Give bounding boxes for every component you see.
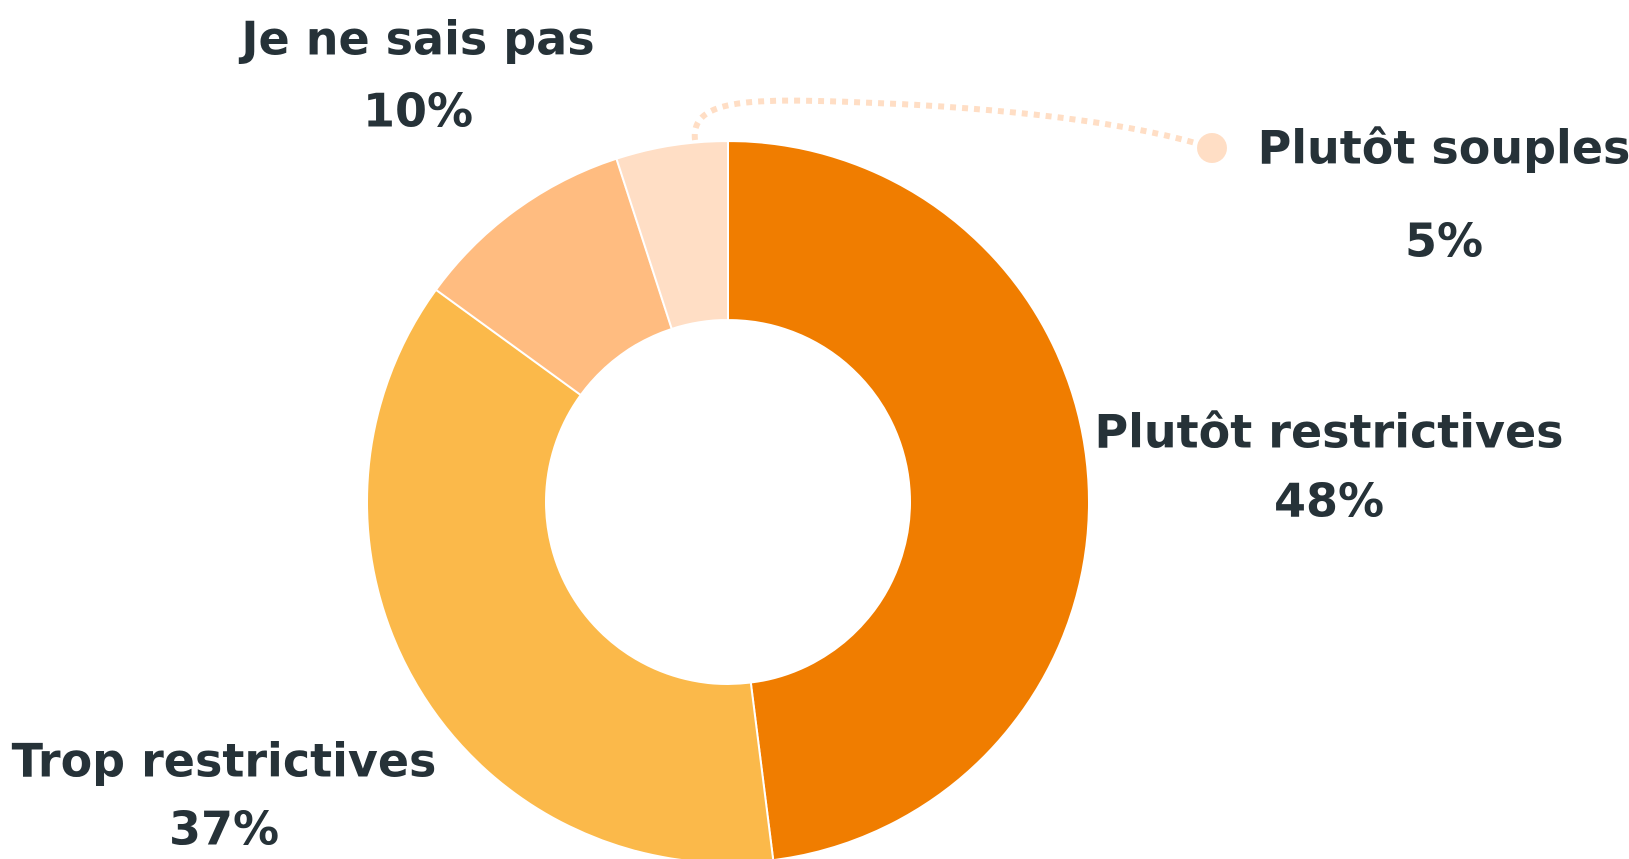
slice-label: Trop restrictives	[12, 734, 437, 788]
leader-line	[691, 97, 1213, 151]
slice	[727, 139, 1090, 859]
slice-label: Plutôt restrictives	[1094, 405, 1563, 459]
slice-label: Je ne sais pas	[238, 12, 594, 66]
slice	[615, 139, 729, 331]
slice-label: Plutôt souples	[1258, 121, 1629, 175]
value-label: 5%	[1405, 214, 1483, 268]
value-label: 37%	[169, 802, 279, 856]
value-label: 10%	[363, 84, 473, 138]
slice	[366, 288, 775, 859]
value-label: 48%	[1274, 474, 1384, 528]
leader-dot	[1197, 133, 1227, 163]
